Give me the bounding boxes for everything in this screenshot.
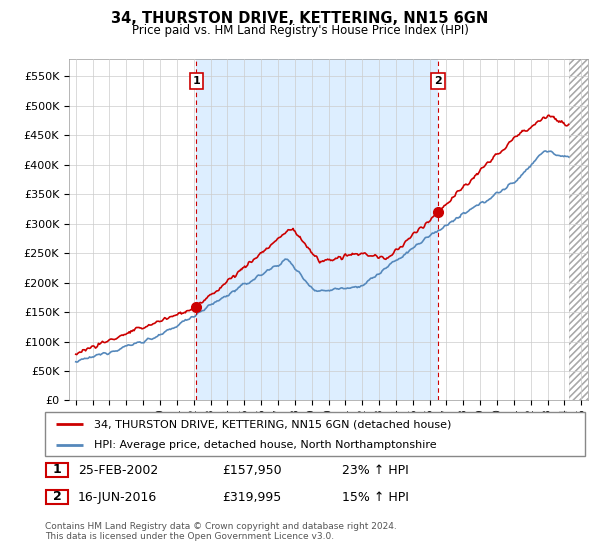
Text: Price paid vs. HM Land Registry's House Price Index (HPI): Price paid vs. HM Land Registry's House …	[131, 24, 469, 36]
Text: 34, THURSTON DRIVE, KETTERING, NN15 6GN: 34, THURSTON DRIVE, KETTERING, NN15 6GN	[112, 11, 488, 26]
Text: £319,995: £319,995	[222, 491, 281, 504]
Text: 34, THURSTON DRIVE, KETTERING, NN15 6GN (detached house): 34, THURSTON DRIVE, KETTERING, NN15 6GN …	[94, 419, 451, 429]
FancyBboxPatch shape	[46, 489, 68, 504]
Text: £157,950: £157,950	[222, 464, 281, 477]
Text: 2: 2	[434, 76, 442, 86]
Text: 2: 2	[53, 490, 61, 503]
FancyBboxPatch shape	[45, 412, 585, 456]
Text: Contains HM Land Registry data © Crown copyright and database right 2024.
This d: Contains HM Land Registry data © Crown c…	[45, 522, 397, 542]
Bar	[196, 59, 438, 400]
Text: 1: 1	[53, 463, 61, 477]
Text: 1: 1	[193, 76, 200, 86]
Text: 16-JUN-2016: 16-JUN-2016	[78, 491, 157, 504]
Bar	[569, 59, 588, 400]
Text: 23% ↑ HPI: 23% ↑ HPI	[342, 464, 409, 477]
Text: HPI: Average price, detached house, North Northamptonshire: HPI: Average price, detached house, Nort…	[94, 440, 436, 450]
Text: 15% ↑ HPI: 15% ↑ HPI	[342, 491, 409, 504]
Bar	[569, 59, 588, 400]
FancyBboxPatch shape	[46, 463, 68, 477]
Text: 25-FEB-2002: 25-FEB-2002	[78, 464, 158, 477]
